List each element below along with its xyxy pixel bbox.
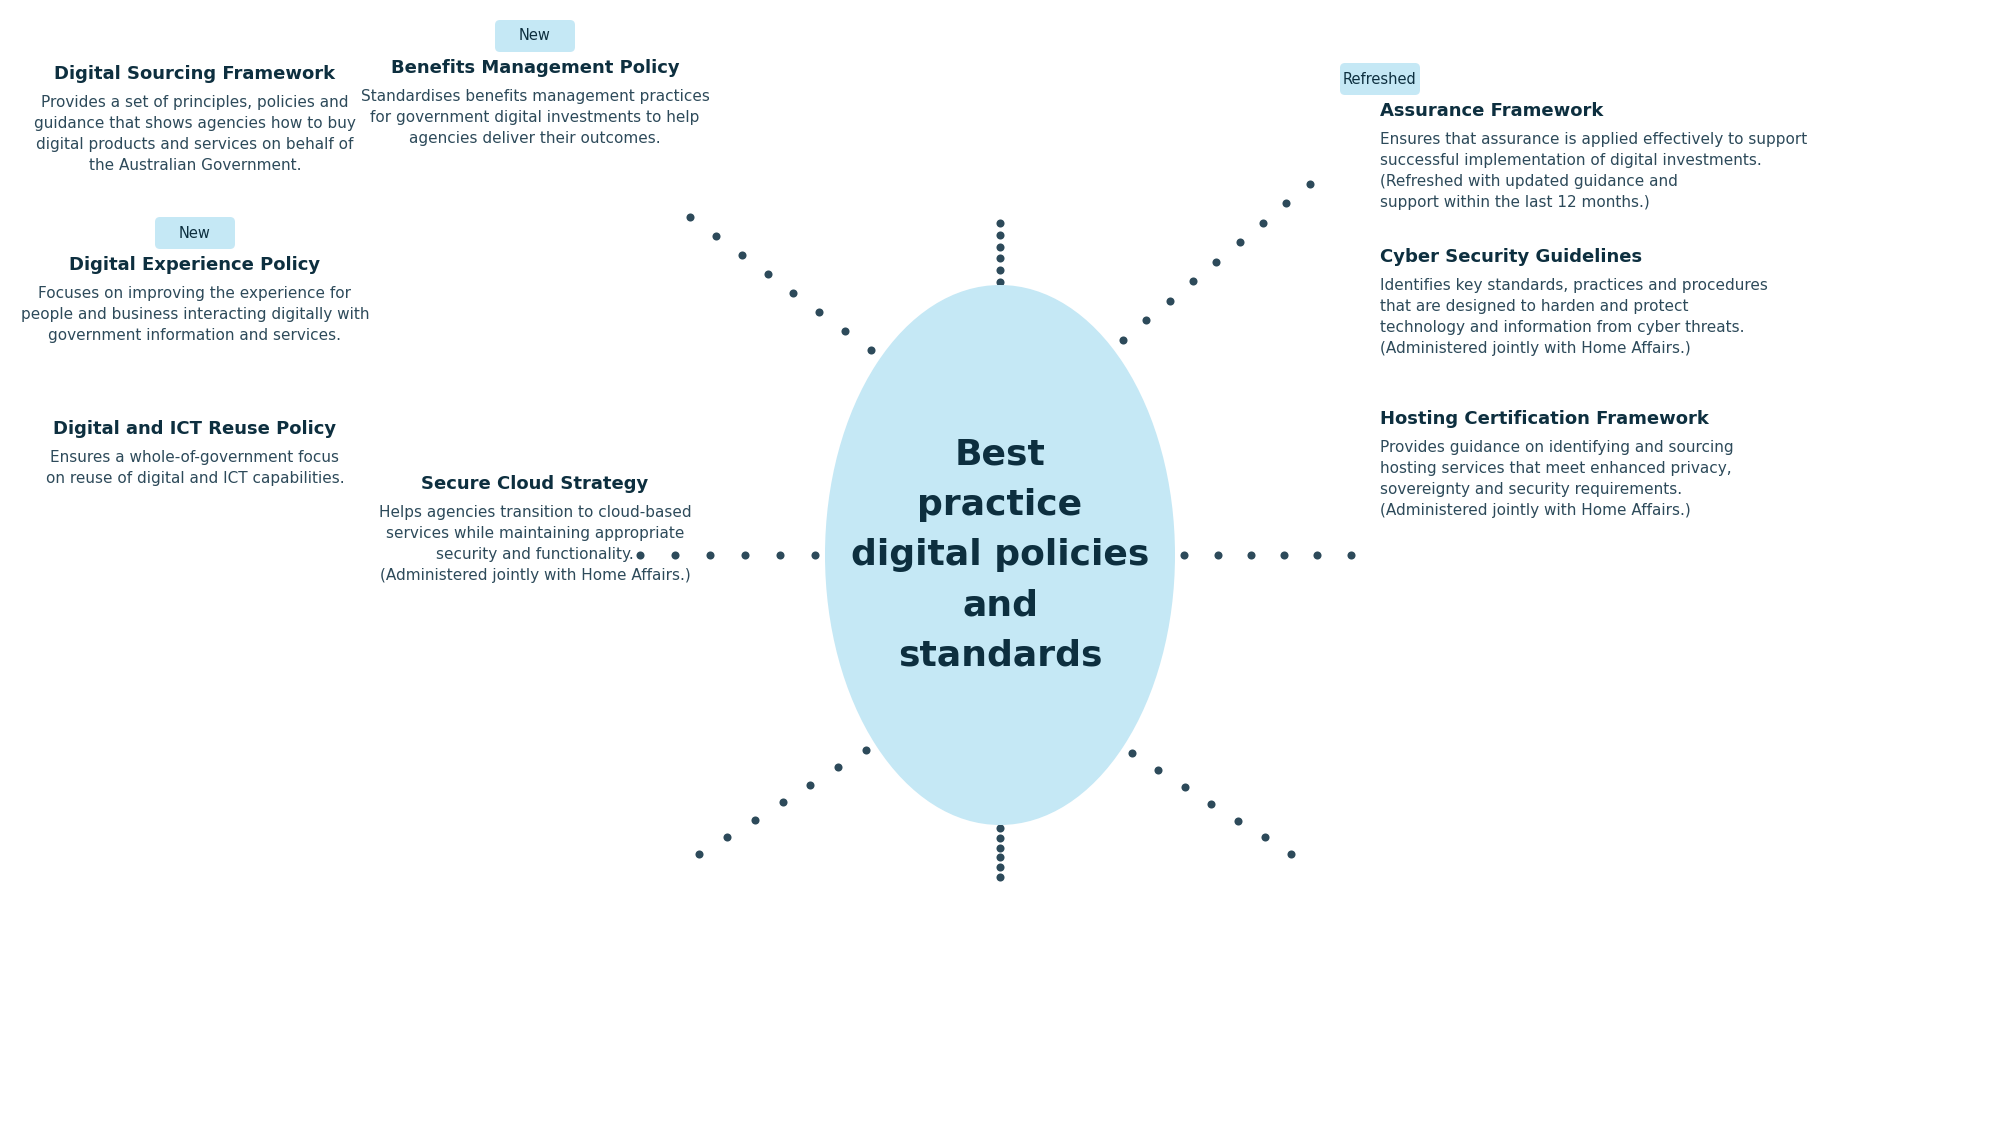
Text: Cyber Security Guidelines: Cyber Security Guidelines	[1380, 248, 1642, 266]
Text: Helps agencies transition to cloud-based
services while maintaining appropriate
: Helps agencies transition to cloud-based…	[378, 505, 692, 583]
FancyBboxPatch shape	[156, 217, 236, 249]
Text: Digital Sourcing Framework: Digital Sourcing Framework	[54, 65, 336, 83]
FancyBboxPatch shape	[496, 21, 576, 52]
Text: Digital and ICT Reuse Policy: Digital and ICT Reuse Policy	[54, 420, 336, 438]
Text: Ensures that assurance is applied effectively to support
successful implementati: Ensures that assurance is applied effect…	[1380, 132, 1808, 210]
Text: Refreshed: Refreshed	[1344, 72, 1416, 87]
Text: Secure Cloud Strategy: Secure Cloud Strategy	[422, 475, 648, 493]
Text: Benefits Management Policy: Benefits Management Policy	[390, 59, 680, 76]
Text: Provides guidance on identifying and sourcing
hosting services that meet enhance: Provides guidance on identifying and sou…	[1380, 440, 1734, 518]
Text: Ensures a whole-of-government focus
on reuse of digital and ICT capabilities.: Ensures a whole-of-government focus on r…	[46, 450, 344, 486]
Text: Identifies key standards, practices and procedures
that are designed to harden a: Identifies key standards, practices and …	[1380, 278, 1768, 356]
Text: Digital Experience Policy: Digital Experience Policy	[70, 256, 320, 274]
Ellipse shape	[826, 285, 1176, 825]
Text: Focuses on improving the experience for
people and business interacting digitall: Focuses on improving the experience for …	[20, 286, 370, 343]
Text: Assurance Framework: Assurance Framework	[1380, 102, 1604, 120]
Text: New: New	[520, 29, 550, 43]
FancyBboxPatch shape	[1340, 63, 1420, 95]
Text: New: New	[180, 226, 210, 241]
Text: Provides a set of principles, policies and
guidance that shows agencies how to b: Provides a set of principles, policies a…	[34, 95, 356, 173]
Text: Best
practice
digital policies
and
standards: Best practice digital policies and stand…	[850, 438, 1150, 672]
Text: Standardises benefits management practices
for government digital investments to: Standardises benefits management practic…	[360, 89, 710, 146]
Text: Hosting Certification Framework: Hosting Certification Framework	[1380, 410, 1708, 428]
